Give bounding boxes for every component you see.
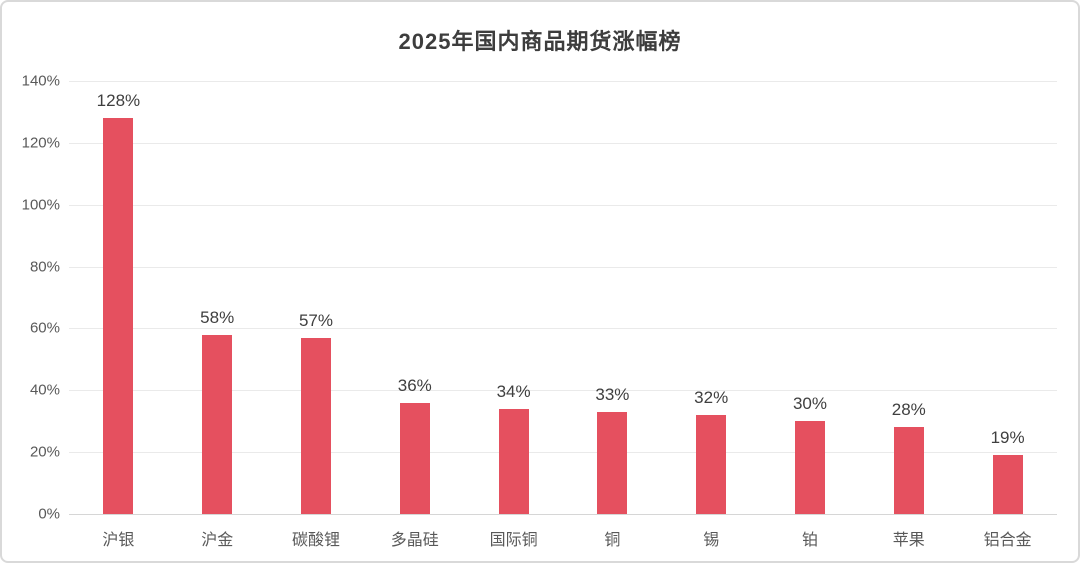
x-tick-label: 铜 [604, 532, 621, 549]
gridline [69, 204, 1057, 206]
bar[interactable] [696, 415, 727, 514]
y-tick-label: 100% [21, 196, 60, 214]
bar-value-label: 128% [96, 91, 141, 111]
gridline [69, 514, 1057, 515]
bar-column: 36% 多晶硅 [365, 81, 464, 549]
gridline [69, 328, 1057, 330]
x-tick-label: 铝合金 [983, 532, 1032, 549]
bar-value-label: 34% [496, 381, 531, 401]
gridline [69, 390, 1057, 392]
x-tick-label: 沪金 [201, 532, 234, 549]
bar-column: 32% 锡 [662, 81, 761, 549]
gridline [69, 142, 1057, 144]
gridline [69, 266, 1057, 268]
bar-value-label: 28% [891, 400, 926, 420]
bar[interactable] [399, 402, 430, 514]
bar[interactable] [498, 408, 529, 514]
y-tick-label: 0% [38, 505, 60, 523]
y-tick-label: 60% [29, 319, 60, 337]
bar-column: 28% 苹果 [859, 81, 958, 549]
bar-column: 33% 铜 [563, 81, 662, 549]
bar-value-label: 19% [990, 428, 1025, 448]
bar[interactable] [300, 337, 331, 514]
bar-value-label: 57% [298, 310, 333, 330]
gridline [69, 452, 1057, 454]
bar-value-label: 33% [595, 384, 630, 404]
bar[interactable] [992, 455, 1023, 514]
x-tick-label: 沪银 [102, 532, 135, 549]
y-tick-label: 80% [29, 258, 60, 276]
bar-column: 128% 沪银 [69, 81, 168, 549]
bar[interactable] [103, 118, 134, 514]
chart-title: 2025年国内商品期货涨幅榜 [398, 29, 682, 54]
y-tick-label: 120% [21, 134, 60, 152]
gridline [69, 81, 1057, 82]
bar[interactable] [597, 411, 628, 514]
y-tick-label: 40% [29, 381, 60, 399]
plot-area: 128% 沪银 58% 沪金 57% 碳酸锂 36% 多晶硅 34% 国际铜 33% 铜 32% 锡 30%… [69, 81, 1057, 549]
x-tick-label: 多晶硅 [390, 532, 439, 549]
x-tick-label: 铂 [801, 532, 818, 549]
bar[interactable] [893, 427, 924, 514]
bar-column: 57% 碳酸锂 [267, 81, 366, 549]
bar-value-label: 58% [200, 307, 235, 327]
bar-column: 19% 铝合金 [958, 81, 1057, 549]
y-tick-label: 140% [21, 72, 60, 90]
x-tick-label: 锡 [703, 532, 720, 549]
bar-column: 58% 沪金 [168, 81, 267, 549]
bar-value-label: 36% [397, 375, 432, 395]
bar[interactable] [794, 421, 825, 514]
x-tick-label: 苹果 [892, 532, 925, 549]
bar-value-label: 32% [694, 388, 729, 408]
y-tick-label: 20% [29, 443, 60, 461]
x-tick-label: 碳酸锂 [291, 532, 340, 549]
x-tick-label: 国际铜 [489, 532, 538, 549]
bar[interactable] [202, 334, 233, 514]
bar-column: 30% 铂 [761, 81, 860, 549]
bar-column: 34% 国际铜 [464, 81, 563, 549]
bar-value-label: 30% [792, 394, 827, 414]
